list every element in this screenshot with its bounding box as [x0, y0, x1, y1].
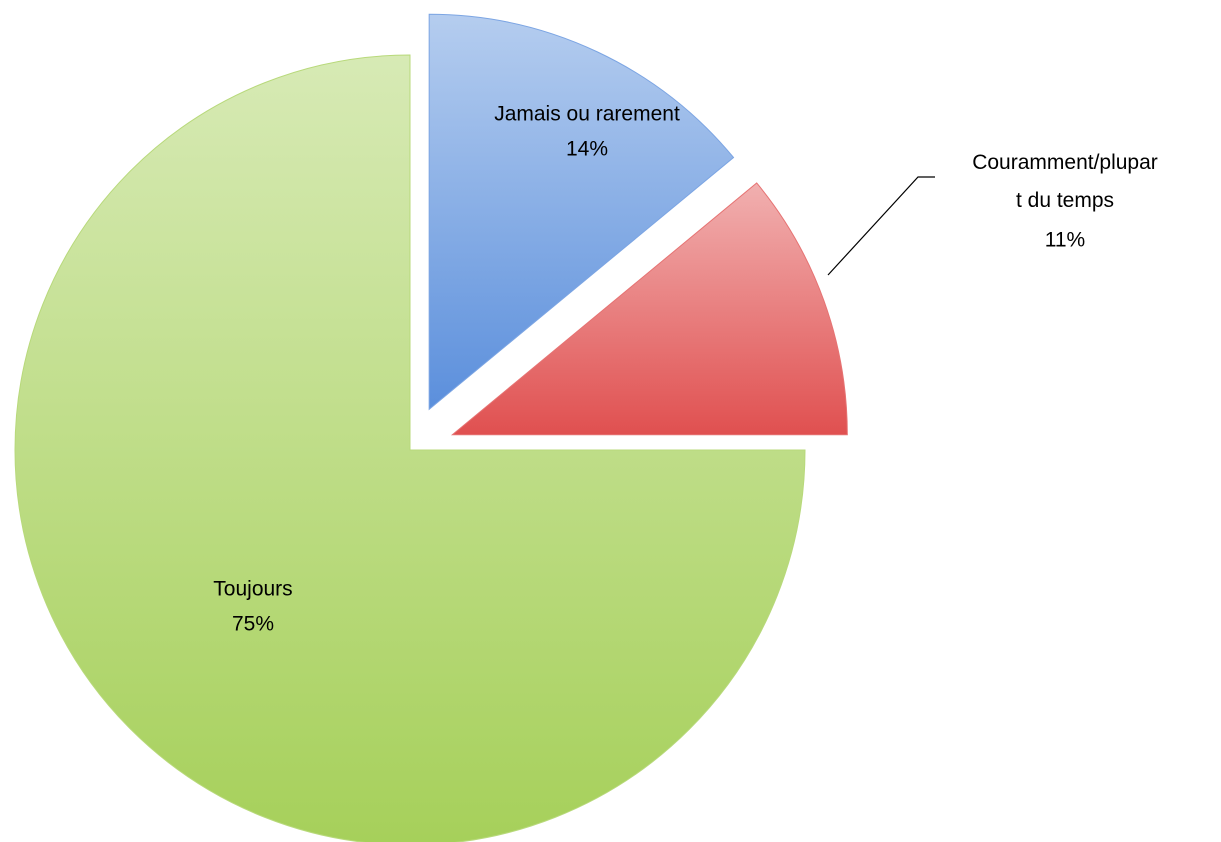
slice-label: Couramment/plupar t du temps [972, 151, 1158, 212]
value-label: 75% [232, 613, 274, 636]
leader-line [827, 176, 935, 276]
slice-label: Jamais ou rarement [494, 103, 680, 126]
value-label: 14% [566, 138, 608, 161]
pie-slice [450, 182, 848, 436]
pie-slice [14, 54, 806, 842]
value-label: 11% [1045, 229, 1085, 252]
pie-slice [428, 13, 735, 411]
slice-label: Toujours [213, 578, 292, 601]
